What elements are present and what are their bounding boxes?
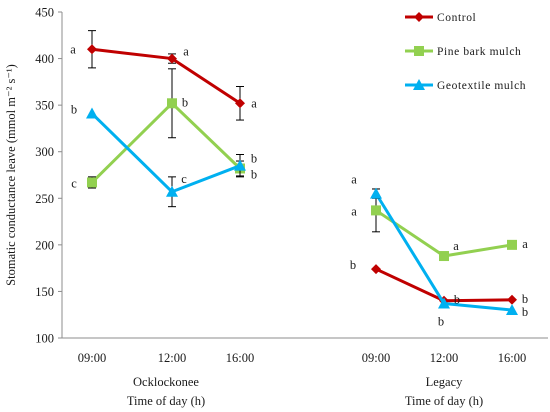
y-tick-label: 250 xyxy=(35,192,54,206)
x-group-label: Ocklockonee xyxy=(133,375,199,389)
series-pine-bark-mulch xyxy=(87,68,517,262)
series-geotextile-mulch xyxy=(86,107,518,316)
y-tick-label: 200 xyxy=(35,238,54,252)
data-point xyxy=(167,98,177,109)
significance-letter: b xyxy=(438,315,444,329)
x-axis-label: Time of day (h) xyxy=(127,394,205,408)
significance-letter: a xyxy=(70,42,76,56)
series-line xyxy=(90,101,242,184)
data-point xyxy=(507,294,517,305)
y-tick-label: 350 xyxy=(35,99,54,113)
legend-label: Geotextile mulch xyxy=(437,80,526,92)
data-point xyxy=(506,304,518,316)
series-line xyxy=(375,209,513,258)
y-tick-label: 100 xyxy=(35,332,54,346)
data-point xyxy=(371,264,381,275)
x-tick-label: 16:00 xyxy=(226,351,254,365)
data-point xyxy=(234,159,246,171)
data-point xyxy=(413,79,425,90)
y-tick-label: 150 xyxy=(35,285,54,299)
legend-label: Control xyxy=(437,12,476,24)
x-axis-label: Time of day (h) xyxy=(405,394,483,408)
x-group-label: Legacy xyxy=(426,375,464,389)
y-tick-label: 450 xyxy=(35,6,54,20)
data-point xyxy=(438,297,450,309)
data-point xyxy=(87,44,97,55)
significance-letter: b xyxy=(522,292,528,306)
y-tick-label: 300 xyxy=(35,145,54,159)
axes: 100 150 200 250 300 350 400 450 09:00 12:00 16:00 O… xyxy=(35,6,548,408)
significance-letter: b xyxy=(182,95,188,109)
significance-letter: a xyxy=(453,239,459,253)
significance-letter: a xyxy=(522,237,528,251)
data-point xyxy=(87,177,97,188)
x-tick-label: 12:00 xyxy=(430,351,458,365)
data-point xyxy=(370,187,382,199)
legend-label: Pine bark mulch xyxy=(437,46,521,58)
y-axis-label: Stomatic conductance leave (mmol m⁻² s⁻¹… xyxy=(4,64,18,286)
significance-letter: a xyxy=(183,45,189,59)
data-point xyxy=(167,53,177,64)
data-point xyxy=(86,107,98,119)
series-layer xyxy=(86,30,518,316)
x-tick-label: 09:00 xyxy=(362,351,390,365)
series-line xyxy=(90,112,241,194)
significance-letter: c xyxy=(181,172,187,186)
significance-letter: a xyxy=(251,96,257,110)
significance-letter: a xyxy=(351,204,357,218)
legend: Control Pine bark mulch Geotextile mulch xyxy=(405,12,526,92)
series-control xyxy=(87,30,517,306)
data-point xyxy=(507,239,517,250)
data-point xyxy=(166,185,178,197)
significance-letter: c xyxy=(71,176,77,190)
data-point xyxy=(414,12,424,22)
data-point xyxy=(371,205,381,216)
significance-letter: b xyxy=(251,152,257,166)
significance-letter: b xyxy=(454,293,460,307)
x-tick-label: 09:00 xyxy=(78,351,106,365)
significance-letter: a xyxy=(351,173,357,187)
x-tick-label: 12:00 xyxy=(158,351,186,365)
significance-letter: b xyxy=(251,167,257,181)
x-tick-label: 16:00 xyxy=(498,351,526,365)
data-point xyxy=(414,46,424,56)
significance-letter: b xyxy=(350,258,356,272)
significance-letter: b xyxy=(71,103,77,117)
y-tick-label: 400 xyxy=(35,52,54,66)
data-point xyxy=(235,98,245,109)
significance-letter: b xyxy=(522,305,528,319)
data-point xyxy=(439,251,449,262)
series-line xyxy=(91,47,241,105)
